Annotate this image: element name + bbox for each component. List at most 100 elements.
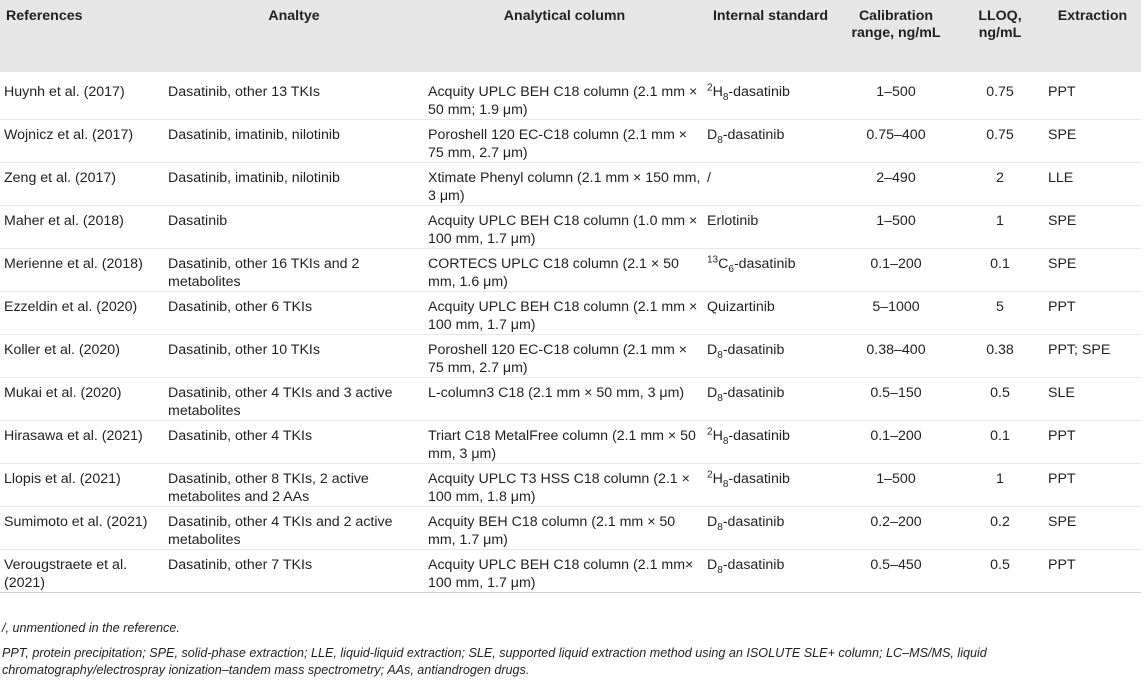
cell-extraction: PPT	[1048, 428, 1076, 444]
cell-internal-standard: Quizartinib	[705, 292, 836, 335]
cell-column: Poroshell 120 EC-C18 column (2.1 mm × 75…	[428, 342, 688, 376]
internal-standard-sup: 2	[707, 426, 713, 438]
internal-standard-post: -dasatinib	[728, 84, 790, 100]
footnote-abbreviations: PPT, protein precipitation; SPE, solid-p…	[2, 645, 987, 678]
cell-reference: Hirasawa et al. (2021)	[4, 428, 143, 444]
cell-column: Triart C18 MetalFree column (2.1 mm × 50…	[428, 428, 696, 462]
cell-column: L-column3 C18 (2.1 mm × 50 mm, 3 μm)	[428, 385, 685, 401]
internal-standard-mid: Erlotinib	[707, 213, 759, 229]
cell-lloq: 2	[996, 170, 1004, 186]
internal-standard-sup: 2	[707, 469, 713, 481]
cell-calibration-range: 0.5–450	[870, 557, 922, 573]
cell-extraction: SPE	[1048, 256, 1077, 272]
cell-column: Acquity UPLC BEH C18 column (1.0 mm × 10…	[428, 213, 698, 247]
cell-internal-standard: D8-dasatinib	[705, 335, 836, 378]
cell-internal-standard: Erlotinib	[705, 206, 836, 249]
internal-standard-sub: 8	[717, 521, 723, 533]
cell-extraction: PPT	[1048, 84, 1076, 100]
internal-standard-post: -dasatinib	[722, 385, 785, 401]
cell-column: Xtimate Phenyl column (2.1 mm × 150 mm, …	[428, 170, 701, 204]
cell-analyte: Dasatinib, other 10 TKIs	[168, 342, 320, 358]
cell-lloq: 0.75	[986, 127, 1014, 143]
cell-extraction: PPT	[1048, 299, 1076, 315]
cell-calibration-range: 0.75–400	[866, 127, 926, 143]
internal-standard-post: -dasatinib	[728, 428, 790, 444]
cell-calibration-range: 0.2–200	[870, 514, 922, 530]
cell-internal-standard: 2H8-dasatinib	[705, 421, 836, 464]
cell-internal-standard: 13C6-dasatinib	[705, 249, 836, 292]
internal-standard-sub: 8	[722, 478, 729, 490]
cell-calibration-range: 2–490	[876, 170, 916, 186]
header-references: References	[6, 8, 83, 24]
cell-reference: Sumimoto et al. (2021)	[4, 514, 148, 530]
cell-reference: Verougstraete et al. (2021)	[4, 557, 128, 591]
footnotes: /, unmentioned in the reference. PPT, pr…	[2, 620, 1142, 687]
cell-extraction: SPE	[1048, 213, 1077, 229]
table-row: Ezzeldin et al. (2020) Dasatinib, other 6…	[0, 292, 1141, 335]
internal-standard-mid: C	[718, 256, 729, 272]
cell-internal-standard: D8-dasatinib	[705, 378, 836, 421]
table-row: Wojnicz et al. (2017) Dasatinib, imatinib…	[0, 120, 1141, 163]
cell-reference: Wojnicz et al. (2017)	[4, 127, 134, 143]
table-row: Merienne et al. (2018) Dasatinib, other 1…	[0, 249, 1141, 292]
cell-analyte: Dasatinib, imatinib, nilotinib	[168, 170, 340, 186]
cell-reference: Llopis et al. (2021)	[4, 471, 121, 487]
table-row: Zeng et al. (2017) Dasatinib, imatinib, n…	[0, 163, 1141, 206]
cell-lloq: 0.5	[990, 385, 1010, 401]
cell-analyte: Dasatinib, other 7 TKIs	[168, 557, 313, 573]
cell-internal-standard: /	[705, 163, 836, 206]
internal-standard-sup: 13	[707, 254, 719, 266]
internal-standard-mid: H	[712, 428, 723, 444]
cell-reference: Zeng et al. (2017)	[4, 170, 116, 186]
table-row: Sumimoto et al. (2021) Dasatinib, other 4…	[0, 507, 1141, 550]
internal-standard-post: -dasatinib	[728, 471, 790, 487]
header-lloq: LLOQ, ng/mL	[978, 8, 1022, 41]
cell-lloq: 1	[996, 213, 1004, 229]
cell-extraction: SLE	[1048, 385, 1075, 401]
cell-analyte: Dasatinib, imatinib, nilotinib	[168, 127, 340, 143]
cell-lloq: 0.38	[986, 342, 1014, 358]
cell-calibration-range: 1–500	[876, 84, 916, 100]
cell-internal-standard: 2H8-dasatinib	[705, 464, 836, 507]
cell-extraction: SPE	[1048, 514, 1077, 530]
header-extraction: Extraction	[1057, 8, 1128, 24]
header-calibration-range: Calibration range, ng/mL	[851, 8, 941, 41]
cell-column: Acquity BEH C18 column (2.1 mm × 50 mm, …	[428, 514, 676, 548]
internal-standard-sub: 8	[717, 564, 723, 576]
cell-internal-standard: D8-dasatinib	[705, 120, 836, 163]
internal-standard-mid: D	[707, 342, 718, 358]
cell-extraction: LLE	[1048, 170, 1074, 186]
cell-reference: Ezzeldin et al. (2020)	[4, 299, 138, 315]
cell-reference: Maher et al. (2018)	[4, 213, 124, 229]
internal-standard-post: -dasatinib	[722, 557, 785, 573]
cell-internal-standard: D8-dasatinib	[705, 507, 836, 550]
internal-standard-mid: /	[707, 170, 711, 186]
table-body: Huynh et al. (2017) Dasatinib, other 13 T…	[0, 72, 1141, 593]
cell-extraction: PPT; SPE	[1048, 342, 1111, 358]
cell-reference: Koller et al. (2020)	[4, 342, 120, 358]
cell-analyte: Dasatinib, other 16 TKIs and 2 metabolit…	[168, 256, 360, 290]
cell-analyte: Dasatinib, other 4 TKIs	[168, 428, 313, 444]
internal-standard-mid: H	[712, 84, 723, 100]
cell-analyte: Dasatinib, other 4 TKIs and 3 active met…	[168, 385, 393, 419]
table-row: Llopis et al. (2021) Dasatinib, other 8 T…	[0, 464, 1141, 507]
cell-analyte: Dasatinib, other 8 TKIs, 2 active metabo…	[168, 471, 369, 505]
cell-calibration-range: 1–500	[876, 213, 916, 229]
internal-standard-sub: 8	[722, 91, 729, 103]
cell-lloq: 0.2	[990, 514, 1010, 530]
table-row: Verougstraete et al. (2021) Dasatinib, ot…	[0, 550, 1141, 593]
header-analytical-column: Analytical column	[503, 8, 626, 24]
cell-extraction: PPT	[1048, 557, 1076, 573]
cell-internal-standard: D8-dasatinib	[705, 550, 836, 593]
cell-internal-standard: 2H8-dasatinib	[705, 72, 836, 120]
cell-reference: Merienne et al. (2018)	[4, 256, 143, 272]
internal-standard-post: -dasatinib	[722, 127, 785, 143]
cell-lloq: 0.1	[990, 428, 1010, 444]
cell-calibration-range: 5–1000	[872, 299, 920, 315]
cell-calibration-range: 0.1–200	[870, 256, 922, 272]
cell-calibration-range: 1–500	[876, 471, 916, 487]
internal-standard-mid: D	[707, 127, 718, 143]
cell-analyte: Dasatinib, other 6 TKIs	[168, 299, 313, 315]
internal-standard-post: -dasatinib	[733, 256, 796, 272]
